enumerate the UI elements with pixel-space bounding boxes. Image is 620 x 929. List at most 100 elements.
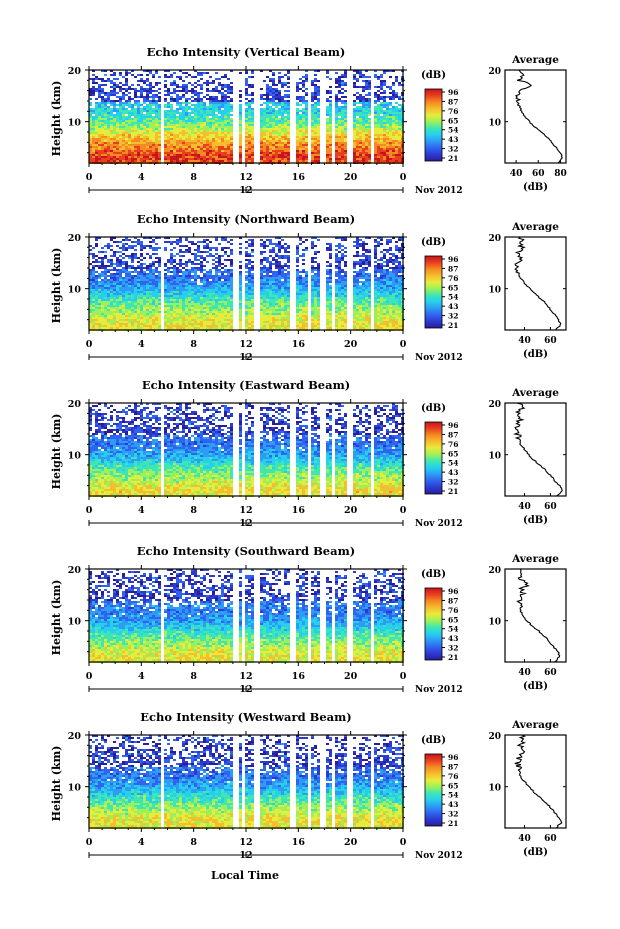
heatmap-cell [389,132,392,134]
heatmap-cell [116,265,119,267]
heatmap-cell [281,134,284,136]
heatmap-cell [263,279,266,281]
heatmap-cell [296,120,299,122]
heatmap-cell [143,267,146,269]
heatmap-cell [122,134,125,136]
heatmap-cell [170,112,173,114]
heatmap-cell [296,257,299,259]
heatmap-cell [395,160,398,162]
heatmap-cell [155,154,158,156]
heatmap-cell [146,128,149,130]
heatmap-cell [131,154,134,156]
heatmap-cell [344,283,347,285]
heatmap-cell [374,74,377,76]
heatmap-cell [197,156,200,158]
heatmap-cell [113,102,116,104]
heatmap-cell [377,277,380,279]
heatmap-cell [200,124,203,126]
heatmap-cell [272,102,275,104]
heatmap-cell [338,279,341,281]
heatmap-cell [200,108,203,110]
heatmap-cell [104,271,107,273]
heatmap-cell [215,160,218,162]
heatmap-cell [398,84,401,86]
heatmap-cell [131,160,134,162]
heatmap-cell [356,255,359,257]
heatmap-cell [398,275,401,277]
heatmap-cell [296,144,299,146]
heatmap-cell [338,283,341,285]
heatmap-cell [389,122,392,124]
heatmap-cell [173,90,176,92]
heatmap-cell [353,277,356,279]
heatmap-cell [182,136,185,138]
heatmap-cell [155,84,158,86]
heatmap-cell [185,110,188,112]
heatmap-cell [134,118,137,120]
heatmap-cell [353,126,356,128]
heatmap-cell [197,122,200,124]
heatmap-cell [215,271,218,273]
heatmap-cell [164,285,167,287]
heatmap-cell [101,251,104,253]
heatmap-cell [365,130,368,132]
heatmap-cell [377,96,380,98]
heatmap-cell [248,84,251,86]
heatmap-cell [95,98,98,100]
heatmap-cell [284,158,287,160]
heatmap-cell [110,136,113,138]
heatmap-cell [131,152,134,154]
heatmap-cell [329,136,332,138]
heatmap-cell [377,138,380,140]
heatmap-cell [158,126,161,128]
heatmap-cell [368,279,371,281]
heatmap-cell [98,90,101,92]
heatmap-cell [128,150,131,152]
heatmap-cell [119,160,122,162]
heatmap-cell [92,86,95,88]
heatmap-cell [305,78,308,80]
heatmap-cell [104,122,107,124]
heatmap-cell [200,102,203,104]
heatmap-cell [266,126,269,128]
heatmap-cell [140,263,143,265]
heatmap-cell [146,96,149,98]
heatmap-cell [164,263,167,265]
heatmap-cell [104,142,107,144]
heatmap-cell [296,158,299,160]
heatmap-cell [368,142,371,144]
heatmap-cell [143,279,146,281]
heatmap-cell [224,146,227,148]
heatmap-cell [101,132,104,134]
heatmap-cell [107,130,110,132]
heatmap-cell [329,247,332,249]
heatmap-cell [212,128,215,130]
heatmap-cell [227,110,230,112]
heatmap-cell [176,116,179,118]
heatmap-cell [98,150,101,152]
heatmap-cell [356,72,359,74]
heatmap-cell [269,134,272,136]
heatmap-cell [113,150,116,152]
heatmap-cell [287,142,290,144]
heatmap-cell [272,259,275,261]
heatmap-cell [338,281,341,283]
heatmap-cell [179,132,182,134]
heatmap-cell [386,150,389,152]
heatmap-cell [311,82,314,84]
heatmap-cell [128,112,131,114]
heatmap-cell [104,257,107,259]
heatmap-cell [377,76,380,78]
heatmap-cell [149,92,152,94]
heatmap-cell [302,279,305,281]
heatmap-cell [248,279,251,281]
heatmap-cell [251,160,254,162]
heatmap-cell [122,239,125,241]
heatmap-cell [302,130,305,132]
heatmap-cell [326,112,329,114]
heatmap-cell [245,241,248,243]
heatmap-cell [221,158,224,160]
heatmap-cell [152,94,155,96]
heatmap-cell [239,134,242,136]
heatmap-cell [392,259,395,261]
